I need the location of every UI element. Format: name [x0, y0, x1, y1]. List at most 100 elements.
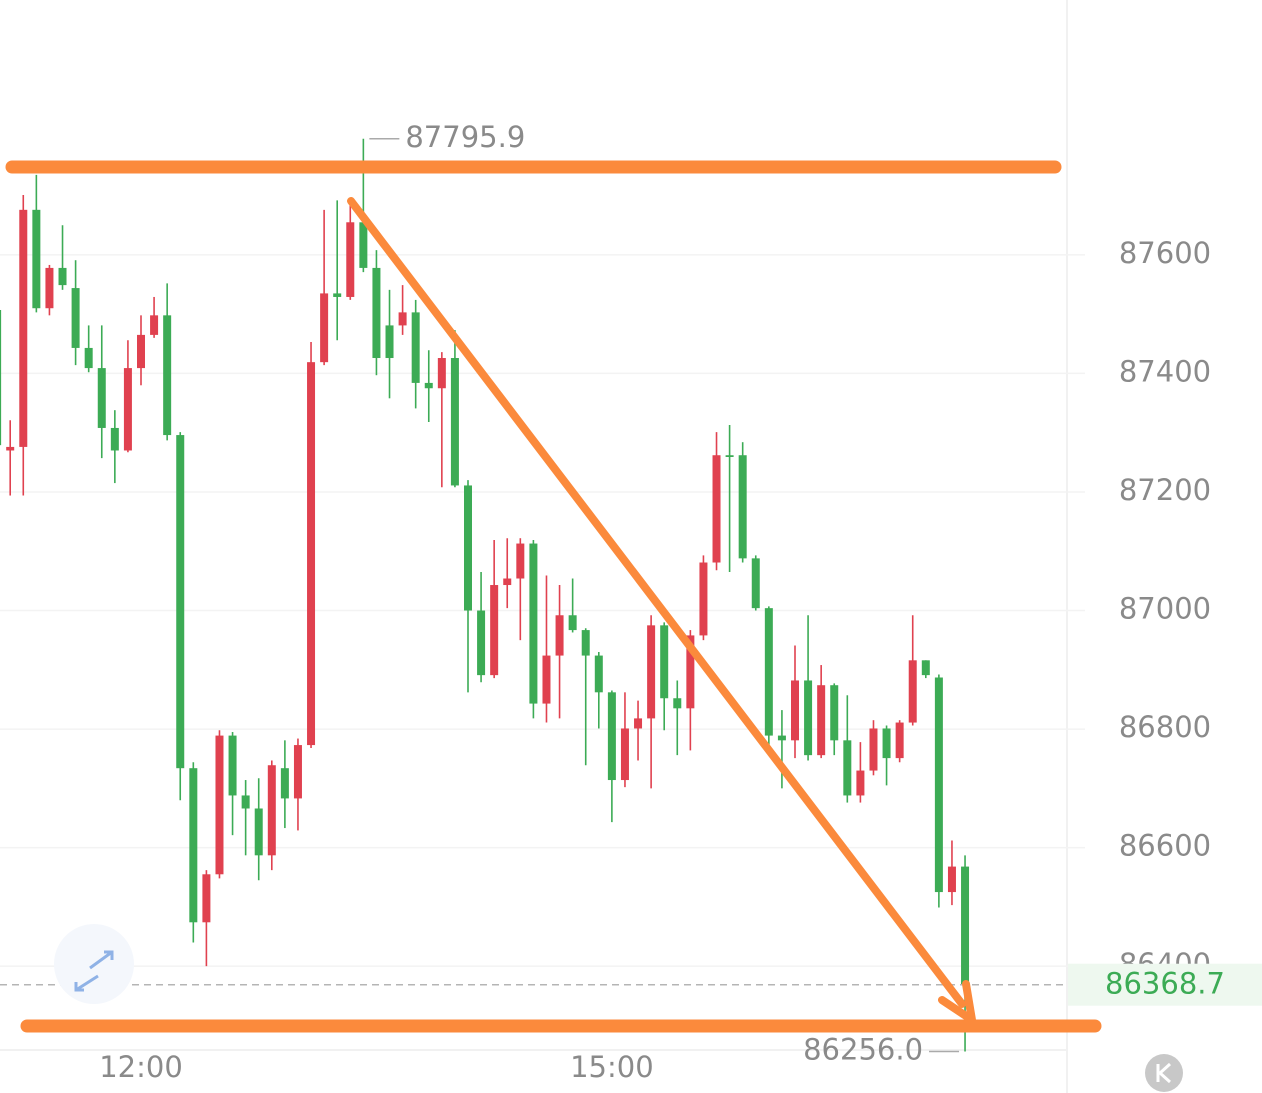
candle-body	[398, 312, 407, 326]
candle-body	[856, 770, 865, 796]
candle-body	[6, 446, 15, 451]
high-label: 87795.9	[405, 120, 525, 154]
candle-body	[19, 209, 28, 447]
candle-body	[346, 222, 355, 297]
candle-body	[764, 608, 773, 736]
candle-body	[215, 735, 224, 875]
candle-body	[594, 655, 603, 693]
candle-body	[921, 660, 930, 676]
candle-body	[58, 267, 67, 286]
candle-body	[804, 680, 813, 756]
drawn-annotations	[5, 160, 1102, 1033]
y-tick-label: 86800	[1119, 710, 1211, 744]
candle-body	[791, 680, 799, 741]
candle-body	[307, 362, 316, 746]
last-price-box	[1068, 963, 1262, 1006]
candle-body	[477, 610, 486, 676]
y-tick-label: 87000	[1119, 592, 1211, 626]
candle-body	[385, 325, 394, 359]
candle-body	[490, 585, 499, 676]
candle-body	[895, 722, 904, 759]
candle-body	[293, 745, 302, 799]
candle-body	[673, 698, 682, 709]
candle-body	[830, 685, 839, 741]
candle-body	[110, 427, 119, 451]
candle-body	[45, 267, 54, 309]
x-tick-label: 15:00	[570, 1050, 654, 1084]
candle-body	[450, 358, 459, 486]
candle-body	[817, 685, 826, 756]
overlays: 87795.9 86256.0 86368.7	[0, 120, 1262, 1067]
candle-body	[163, 315, 172, 436]
candle-body	[123, 368, 132, 451]
candle-body	[150, 315, 159, 335]
candle-body	[660, 625, 669, 699]
candle-body	[647, 625, 656, 719]
candle-body	[320, 293, 329, 363]
candle-body	[280, 768, 289, 799]
k-bg	[1145, 1054, 1183, 1092]
candle-body	[359, 222, 368, 268]
candle-body	[555, 615, 564, 656]
candle-body	[254, 808, 263, 856]
candle-body	[0, 310, 2, 446]
candle-body	[71, 288, 80, 348]
arrow-head	[938, 980, 976, 1024]
candles	[0, 138, 970, 1052]
candle-body	[97, 368, 106, 428]
candle-body	[424, 382, 433, 389]
candle-body	[738, 455, 747, 559]
low-label: 86256.0	[803, 1033, 923, 1067]
candle-body	[333, 293, 342, 297]
expand-button[interactable]	[54, 924, 134, 1004]
k-icon	[1156, 1062, 1172, 1084]
last-price-label: 86368.7	[1105, 967, 1225, 1001]
candle-body	[934, 677, 943, 893]
y-tick-label: 87200	[1119, 473, 1211, 507]
candle-body	[634, 718, 643, 729]
candle-body	[620, 728, 629, 781]
candle-body	[686, 635, 695, 709]
candle-body	[581, 630, 590, 656]
candle-body	[568, 615, 577, 631]
candle-body	[882, 728, 891, 759]
y-tick-label: 86600	[1119, 829, 1211, 863]
candle-body	[947, 866, 956, 893]
candle-body	[699, 562, 708, 636]
candle-body	[516, 543, 525, 579]
candle-body	[751, 558, 760, 609]
candle-body	[137, 334, 145, 369]
trend-arrow	[347, 197, 966, 1008]
candle-body	[202, 874, 211, 923]
candle-body	[869, 728, 878, 771]
candle-body	[32, 209, 41, 309]
y-tick-label: 87600	[1119, 236, 1211, 270]
expand-icon	[74, 950, 114, 992]
y-tick-label: 87400	[1119, 354, 1211, 388]
grid: 8640086600868008700087200874008760012:00…	[0, 236, 1211, 1084]
candle-body	[464, 485, 472, 611]
candle-body	[777, 735, 786, 741]
candle-body	[843, 740, 852, 796]
candle-body	[437, 358, 446, 389]
candle-body	[228, 735, 237, 796]
candle-body	[529, 543, 538, 704]
x-tick-label: 12:00	[99, 1050, 183, 1084]
candle-body	[712, 455, 721, 563]
candle-body	[176, 435, 185, 769]
candle-body	[961, 866, 970, 985]
candle-body	[267, 765, 276, 856]
candle-body	[241, 795, 250, 809]
candle-body	[372, 267, 381, 359]
candle-body	[411, 312, 420, 383]
candle-body	[908, 660, 917, 723]
candle-body	[84, 347, 93, 369]
candle-body	[189, 768, 198, 923]
candle-body	[503, 578, 512, 586]
candle-body	[542, 655, 551, 704]
candle-body	[725, 455, 734, 458]
k-button[interactable]	[1145, 1054, 1183, 1092]
candle-body	[607, 692, 616, 781]
